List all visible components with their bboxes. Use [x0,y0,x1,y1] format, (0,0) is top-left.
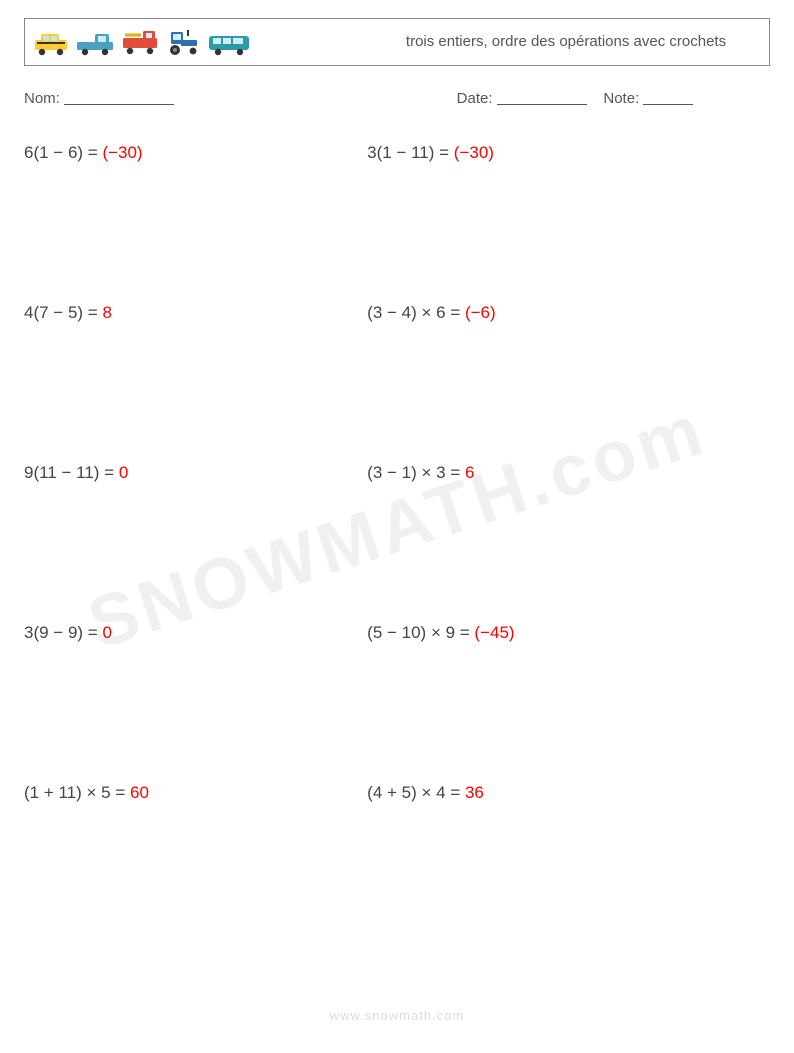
problem-answer: (−45) [474,623,514,642]
vehicle-icons [33,28,251,56]
problem-row: 3(9 − 9) = 0 (5 − 10) × 9 = (−45) [24,623,770,643]
problem-cell: (3 − 1) × 3 = 6 [367,463,710,483]
worksheet-header: trois entiers, ordre des opérations avec… [24,18,770,66]
problem-row: (1 + 11) × 5 = 60 (4 + 5) × 4 = 36 [24,783,770,803]
problem-expr: (5 − 10) × 9 = [367,623,474,642]
problem-answer: 0 [102,623,111,642]
taxi-icon [33,30,69,56]
info-row: Nom: Date: Note: [24,88,770,107]
problem-cell: 6(1 − 6) = (−30) [24,143,367,163]
problem-answer: (−30) [102,143,142,162]
problem-expr: (3 − 4) × 6 = [367,303,465,322]
score-blank[interactable] [643,90,693,105]
footer-text: www.snowmath.com [0,1008,794,1023]
problem-answer: 36 [465,783,484,802]
worksheet-title: trois entiers, ordre des opérations avec… [251,33,761,51]
problem-cell: (4 + 5) × 4 = 36 [367,783,710,803]
problem-cell: 9(11 − 11) = 0 [24,463,367,483]
name-label: Nom: [24,90,60,107]
date-blank[interactable] [497,90,587,105]
problem-expr: 3(9 − 9) = [24,623,102,642]
firetruck-icon [121,28,159,56]
problem-answer: 8 [102,303,111,322]
van-icon [207,30,251,56]
problem-cell: 4(7 − 5) = 8 [24,303,367,323]
problem-expr: 6(1 − 6) = [24,143,102,162]
problem-expr: (3 − 1) × 3 = [367,463,465,482]
problem-answer: 6 [465,463,474,482]
problem-cell: (3 − 4) × 6 = (−6) [367,303,710,323]
problem-expr: (4 + 5) × 4 = [367,783,465,802]
score-label: Note: [603,90,639,107]
problems-grid: 6(1 − 6) = (−30) 3(1 − 11) = (−30) 4(7 −… [24,143,770,803]
problem-answer: 0 [119,463,128,482]
problem-expr: 9(11 − 11) = [24,463,119,482]
problem-answer: (−6) [465,303,496,322]
problem-row: 4(7 − 5) = 8 (3 − 4) × 6 = (−6) [24,303,770,323]
problem-expr: (1 + 11) × 5 = [24,783,130,802]
name-blank[interactable] [64,90,174,105]
problem-cell: 3(9 − 9) = 0 [24,623,367,643]
problem-row: 6(1 − 6) = (−30) 3(1 − 11) = (−30) [24,143,770,163]
tractor-icon [165,28,201,56]
problem-cell: (5 − 10) × 9 = (−45) [367,623,710,643]
problem-expr: 4(7 − 5) = [24,303,102,322]
pickup-icon [75,30,115,56]
problem-answer: 60 [130,783,149,802]
problem-cell: (1 + 11) × 5 = 60 [24,783,367,803]
problem-expr: 3(1 − 11) = [367,143,454,162]
problem-row: 9(11 − 11) = 0 (3 − 1) × 3 = 6 [24,463,770,483]
problem-answer: (−30) [454,143,494,162]
date-label: Date: [457,90,493,107]
problem-cell: 3(1 − 11) = (−30) [367,143,710,163]
